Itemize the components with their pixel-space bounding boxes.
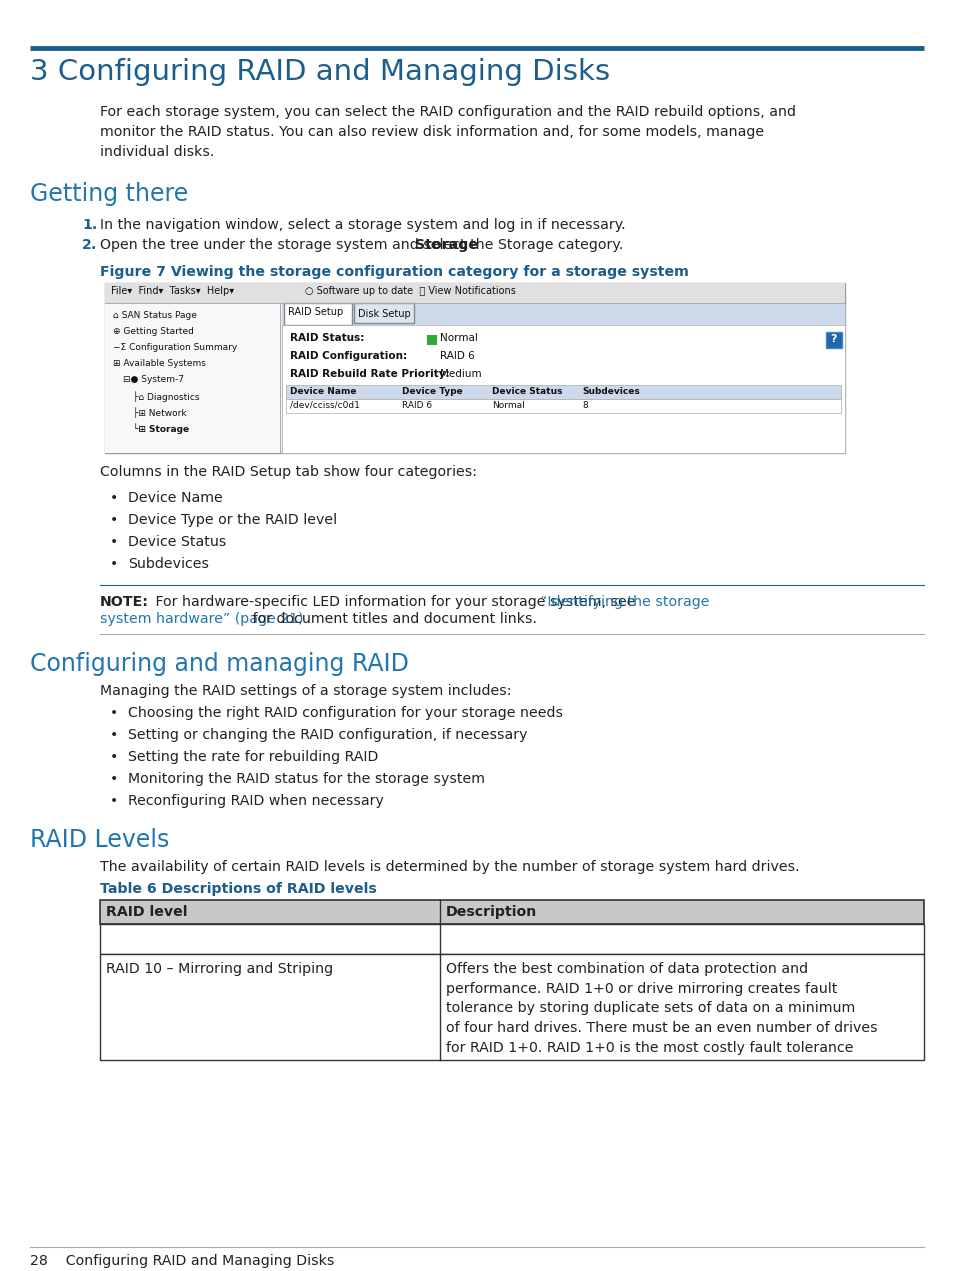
Text: For each storage system, you can select the RAID configuration and the RAID rebu: For each storage system, you can select … [100,105,795,159]
FancyBboxPatch shape [286,399,841,413]
Text: 1.: 1. [82,219,97,233]
Text: 28    Configuring RAID and Managing Disks: 28 Configuring RAID and Managing Disks [30,1254,334,1268]
Text: 2.: 2. [82,238,97,252]
Text: Storage: Storage [415,238,477,252]
Text: Reconfiguring RAID when necessary: Reconfiguring RAID when necessary [128,794,383,808]
Text: Figure 7 Viewing the storage configuration category for a storage system: Figure 7 Viewing the storage configurati… [100,264,688,280]
Text: Subdevices: Subdevices [128,557,209,571]
Text: └⊞ Storage: └⊞ Storage [132,423,189,433]
Text: −Σ Configuration Summary: −Σ Configuration Summary [112,343,237,352]
Text: •: • [110,794,118,808]
Text: ⊟● System-7: ⊟● System-7 [123,375,184,384]
Text: ?: ? [830,334,837,344]
Text: •: • [110,557,118,571]
Text: RAID level: RAID level [106,905,188,919]
Text: NOTE:: NOTE: [100,595,149,609]
Text: Choosing the right RAID configuration for your storage needs: Choosing the right RAID configuration fo… [128,705,562,719]
Text: Setting or changing the RAID configuration, if necessary: Setting or changing the RAID configurati… [128,728,527,742]
Text: Subdevices: Subdevices [581,386,639,397]
Text: “Identifying the storage: “Identifying the storage [539,595,708,609]
Text: Device Name: Device Name [290,386,356,397]
Text: ├⌂ Diagnostics: ├⌂ Diagnostics [132,391,199,402]
Text: ├⊞ Network: ├⊞ Network [132,407,187,418]
Text: RAID 6: RAID 6 [401,400,432,411]
FancyBboxPatch shape [286,385,841,399]
Text: Configuring and managing RAID: Configuring and managing RAID [30,652,409,676]
Text: •: • [110,728,118,742]
Text: RAID Rebuild Rate Priority:: RAID Rebuild Rate Priority: [290,369,449,379]
FancyBboxPatch shape [282,302,844,325]
Text: Description: Description [446,905,537,919]
Text: 3 Configuring RAID and Managing Disks: 3 Configuring RAID and Managing Disks [30,58,610,86]
Text: The availability of certain RAID levels is determined by the number of storage s: The availability of certain RAID levels … [100,860,799,874]
Text: Open the tree under the storage system and select the Storage category.: Open the tree under the storage system a… [100,238,622,252]
Text: Normal: Normal [439,333,477,343]
FancyBboxPatch shape [282,325,844,452]
Text: RAID 10 – Mirroring and Striping: RAID 10 – Mirroring and Striping [106,962,333,976]
Text: Setting the rate for rebuilding RAID: Setting the rate for rebuilding RAID [128,750,378,764]
FancyBboxPatch shape [427,336,436,344]
Text: Disk Setup: Disk Setup [357,309,411,319]
Text: system hardware” (page 21): system hardware” (page 21) [100,613,303,627]
Text: •: • [110,513,118,527]
FancyBboxPatch shape [100,900,923,924]
Text: RAID Levels: RAID Levels [30,827,170,852]
FancyBboxPatch shape [100,955,923,1060]
Text: for document titles and document links.: for document titles and document links. [248,613,537,627]
Text: RAID 6: RAID 6 [439,351,475,361]
FancyBboxPatch shape [282,302,844,452]
Text: Monitoring the RAID status for the storage system: Monitoring the RAID status for the stora… [128,771,484,785]
Text: For hardware-specific LED information for your storage system, see: For hardware-specific LED information fo… [142,595,639,609]
Text: •: • [110,750,118,764]
Text: RAID Status:: RAID Status: [290,333,364,343]
Text: 8: 8 [581,400,587,411]
Text: RAID Setup: RAID Setup [288,308,343,316]
Text: Table 6 Descriptions of RAID levels: Table 6 Descriptions of RAID levels [100,882,376,896]
Text: Device Status: Device Status [128,535,226,549]
FancyBboxPatch shape [105,283,844,302]
FancyBboxPatch shape [105,283,844,452]
Text: Getting there: Getting there [30,182,188,206]
Text: Columns in the RAID Setup tab show four categories:: Columns in the RAID Setup tab show four … [100,465,476,479]
Text: Normal: Normal [492,400,524,411]
Text: Medium: Medium [439,369,481,379]
Text: /dev/cciss/c0d1: /dev/cciss/c0d1 [290,400,359,411]
Text: •: • [110,705,118,719]
Text: Device Name: Device Name [128,491,222,505]
Text: File▾  Find▾  Tasks▾  Help▾: File▾ Find▾ Tasks▾ Help▾ [111,286,233,296]
FancyBboxPatch shape [825,332,841,348]
Text: ⊕ Getting Started: ⊕ Getting Started [112,327,193,336]
FancyBboxPatch shape [354,302,414,323]
Text: •: • [110,535,118,549]
Text: ⌂ SAN Status Page: ⌂ SAN Status Page [112,311,196,320]
Text: •: • [110,491,118,505]
Text: ⊞ Available Systems: ⊞ Available Systems [112,358,206,369]
Text: ○ Software up to date  ⧄ View Notifications: ○ Software up to date ⧄ View Notificatio… [305,286,516,296]
Text: Device Status: Device Status [492,386,562,397]
FancyBboxPatch shape [284,302,352,325]
Text: In the navigation window, select a storage system and log in if necessary.: In the navigation window, select a stora… [100,219,625,233]
FancyBboxPatch shape [105,302,280,452]
Text: Device Type: Device Type [401,386,462,397]
Text: Managing the RAID settings of a storage system includes:: Managing the RAID settings of a storage … [100,684,511,698]
FancyBboxPatch shape [100,924,923,955]
Text: Device Type or the RAID level: Device Type or the RAID level [128,513,336,527]
Text: RAID Configuration:: RAID Configuration: [290,351,407,361]
Text: •: • [110,771,118,785]
Text: Offers the best combination of data protection and
performance. RAID 1+0 or driv: Offers the best combination of data prot… [446,962,877,1055]
